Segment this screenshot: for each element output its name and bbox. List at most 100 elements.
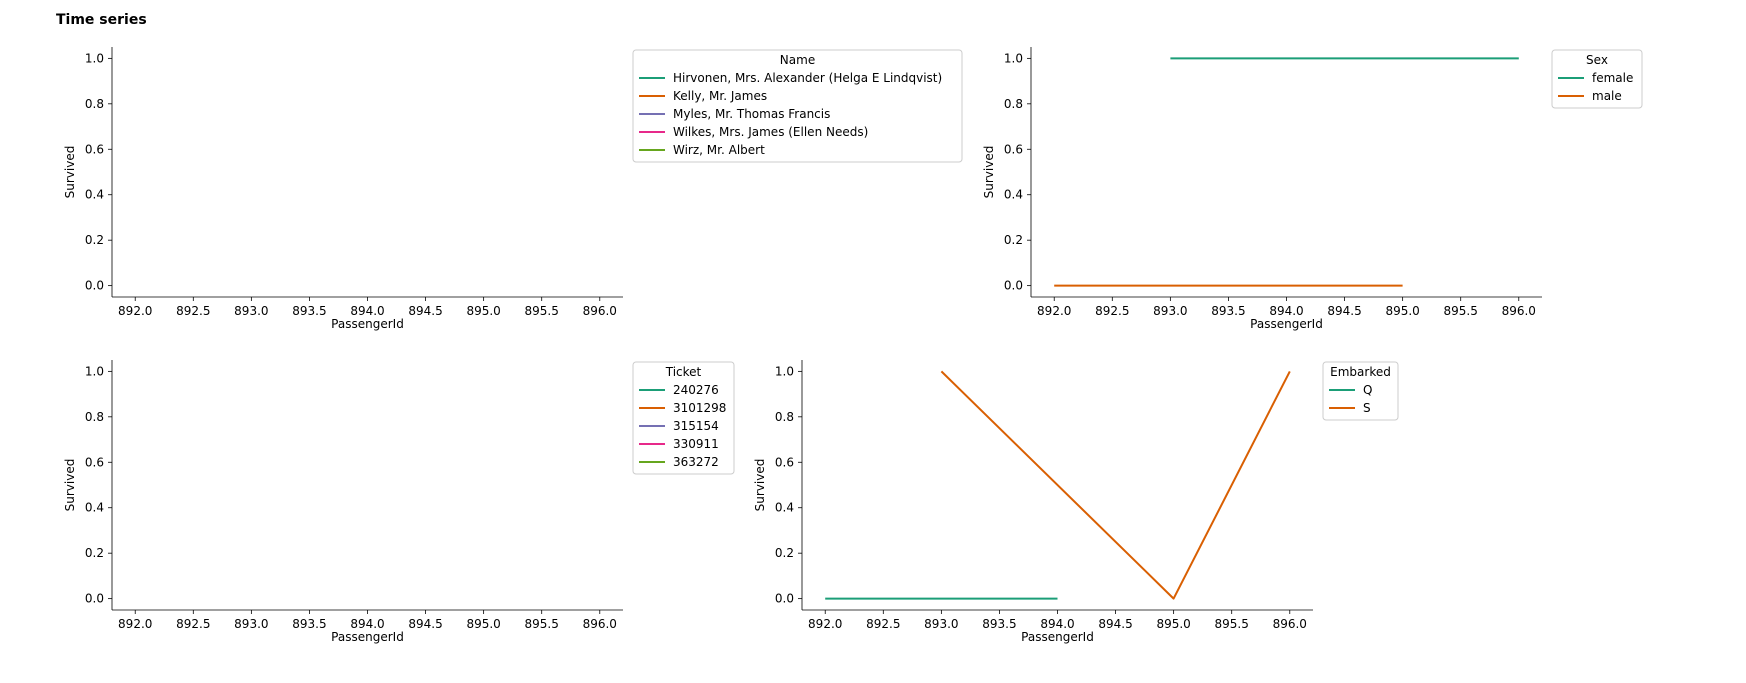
x-tick-label: 892.5	[866, 617, 900, 631]
y-tick-label: 0.8	[85, 97, 104, 111]
legend: Name Hirvonen, Mrs. Alexander (Helga E Li…	[632, 49, 963, 163]
legend-title: Name	[780, 53, 815, 67]
x-tick-label: 896.0	[1502, 304, 1536, 318]
x-tick-label: 892.0	[118, 304, 152, 318]
series-line-s	[940, 370, 1291, 600]
legend-entry-label: S	[1363, 401, 1371, 415]
legend-title: Sex	[1586, 53, 1608, 67]
x-tick-label: 893.5	[982, 617, 1016, 631]
x-tick-label: 895.5	[525, 304, 559, 318]
legend-entry-label: Myles, Mr. Thomas Francis	[673, 107, 830, 121]
x-tick-label: 896.0	[1273, 617, 1307, 631]
x-tick-label: 892.5	[176, 304, 210, 318]
y-tick-label: 1.0	[85, 51, 104, 65]
x-tick-label: 896.0	[583, 304, 617, 318]
y-tick-label: 0.8	[85, 410, 104, 424]
legend: Sex female male	[1551, 49, 1643, 109]
legend-entry-label: Wilkes, Mrs. James (Ellen Needs)	[673, 125, 868, 139]
x-tick-label: 894.5	[408, 617, 442, 631]
y-tick-label: 0.2	[85, 546, 104, 560]
x-tick-label: 892.0	[808, 617, 842, 631]
x-tick-label: 893.5	[292, 304, 326, 318]
x-tick-label: 894.0	[1040, 617, 1074, 631]
legend-entry-label: Hirvonen, Mrs. Alexander (Helga E Lindqv…	[673, 71, 942, 85]
x-tick-label: 892.0	[1037, 304, 1071, 318]
legend-box	[1551, 49, 1643, 109]
legend: Embarked QS	[1322, 361, 1399, 421]
x-tick-label: 894.0	[1269, 304, 1303, 318]
legend-entry-label: 330911	[673, 437, 719, 451]
legend-entry-label: 240276	[673, 383, 719, 397]
x-axis-label: PassengerId	[331, 317, 404, 331]
y-tick-label: 0.4	[1004, 188, 1023, 202]
legend-entry-label: 363272	[673, 455, 719, 469]
legend-entry-label: female	[1592, 71, 1633, 85]
y-tick-label: 0.4	[85, 188, 104, 202]
x-tick-label: 892.0	[118, 617, 152, 631]
x-tick-label: 895.5	[1444, 304, 1478, 318]
y-tick-label: 0.0	[1004, 279, 1023, 293]
chart-panel-3: 0.0 0.2 0.4 0.6 0.8 1.0 892.0 892.5 893.0 893.5 89…	[63, 360, 735, 644]
y-tick-label: 0.4	[85, 501, 104, 515]
y-tick-label: 0.6	[775, 455, 794, 469]
x-tick-label: 894.5	[1327, 304, 1361, 318]
y-tick-label: 0.6	[85, 142, 104, 156]
y-tick-label: 0.0	[85, 279, 104, 293]
legend-box	[632, 49, 963, 163]
x-tick-label: 895.0	[466, 617, 500, 631]
x-tick-label: 896.0	[583, 617, 617, 631]
x-tick-label: 893.0	[924, 617, 958, 631]
legend-entry-label: 3101298	[673, 401, 726, 415]
legend-entry-label: 315154	[673, 419, 719, 433]
y-axis-label: Survived	[63, 146, 77, 199]
legend-title: Ticket	[665, 365, 702, 379]
x-tick-label: 895.5	[1215, 617, 1249, 631]
chart-panel-1: 0.0 0.2 0.4 0.6 0.8 1.0 892.0 892.5 893.0 893.5 89…	[63, 47, 963, 331]
y-tick-label: 0.6	[85, 455, 104, 469]
x-axis-label: PassengerId	[331, 630, 404, 644]
x-tick-label: 895.0	[1156, 617, 1190, 631]
y-axis-label: Survived	[982, 146, 996, 199]
y-tick-label: 0.6	[1004, 142, 1023, 156]
y-tick-label: 1.0	[1004, 51, 1023, 65]
y-tick-label: 1.0	[775, 364, 794, 378]
legend-box	[1322, 361, 1399, 421]
legend: Ticket 240276 3101298 315154 330911 363272	[632, 361, 735, 475]
x-tick-label: 893.0	[1153, 304, 1187, 318]
chart-panel-2: 0.0 0.2 0.4 0.6 0.8 1.0 892.0 892.5 893.0 893.5 89…	[982, 47, 1643, 331]
y-tick-label: 0.8	[775, 410, 794, 424]
y-tick-label: 1.0	[85, 364, 104, 378]
y-tick-label: 0.2	[85, 233, 104, 247]
y-axis-label: Survived	[63, 459, 77, 512]
y-tick-label: 0.0	[85, 592, 104, 606]
page-title: Time series	[56, 12, 147, 28]
legend-title: Embarked	[1330, 365, 1391, 379]
x-tick-label: 893.5	[1211, 304, 1245, 318]
x-tick-label: 894.0	[350, 617, 384, 631]
y-axis-label: Survived	[753, 459, 767, 512]
legend-entry-label: Q	[1363, 383, 1372, 397]
x-tick-label: 893.0	[234, 304, 268, 318]
y-tick-label: 0.4	[775, 501, 794, 515]
y-tick-label: 0.8	[1004, 97, 1023, 111]
x-tick-label: 892.5	[176, 617, 210, 631]
y-tick-label: 0.2	[775, 546, 794, 560]
x-tick-label: 894.5	[1098, 617, 1132, 631]
legend-entry-label: Kelly, Mr. James	[673, 89, 767, 103]
legend-entry-label: male	[1592, 89, 1622, 103]
x-tick-label: 893.5	[292, 617, 326, 631]
x-axis-label: PassengerId	[1021, 630, 1094, 644]
x-tick-label: 895.0	[466, 304, 500, 318]
y-tick-label: 0.2	[1004, 233, 1023, 247]
x-tick-label: 892.5	[1095, 304, 1129, 318]
x-tick-label: 895.5	[525, 617, 559, 631]
x-tick-label: 894.0	[350, 304, 384, 318]
legend-entry-label: Wirz, Mr. Albert	[673, 143, 765, 157]
x-tick-label: 893.0	[234, 617, 268, 631]
x-axis-label: PassengerId	[1250, 317, 1323, 331]
y-tick-label: 0.0	[775, 592, 794, 606]
x-tick-label: 895.0	[1385, 304, 1419, 318]
x-tick-label: 894.5	[408, 304, 442, 318]
chart-panel-4: 0.0 0.2 0.4 0.6 0.8 1.0 892.0 892.5 893.0 893.5 89…	[753, 360, 1399, 644]
